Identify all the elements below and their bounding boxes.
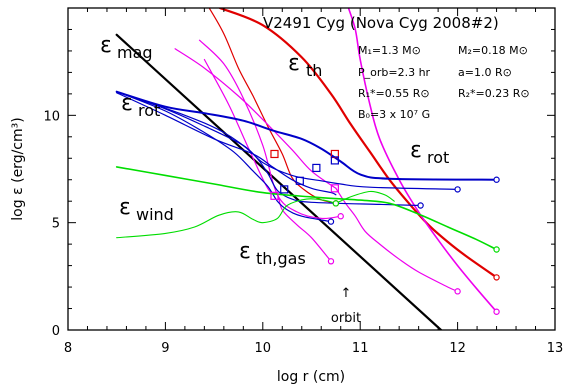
parameter-block: M₁=1.3 M⊙ M₂=0.18 M⊙ P_orb=2.3 hr a=1.0 … <box>358 44 530 121</box>
x-tick-label: 12 <box>449 341 466 356</box>
endpoint-marker <box>327 258 335 265</box>
label-eps-th-gas-main: ε <box>239 239 251 264</box>
series-line-th-1 <box>218 8 498 279</box>
label-eps-mag-sub: mag <box>117 43 153 62</box>
chart-title: V2491 Cyg (Nova Cyg 2008#2) <box>263 14 499 32</box>
x-tick-label: 8 <box>64 341 72 356</box>
plot-frame <box>67 7 556 331</box>
endpoint-marker <box>493 308 500 315</box>
label-eps-th: ε th <box>288 51 322 80</box>
series-line-rot-3 <box>116 91 422 207</box>
series-line-thgas-2 <box>174 48 337 189</box>
param-m1: M₁=1.3 M⊙ <box>358 44 421 57</box>
y-axis-title: log ε (erg/cm³) <box>10 117 26 220</box>
series-line-wind-2 <box>116 198 337 239</box>
orbit-annotation: ↑ orbit <box>331 286 361 326</box>
param-r1: R₁*=0.55 R⊙ <box>358 87 430 100</box>
tick-layer: 8 9 10 11 12 13 0 5 10 <box>43 8 563 356</box>
label-eps-th-main: ε <box>288 51 300 76</box>
orbit-label: orbit <box>331 311 361 326</box>
label-eps-th-gas: ε th,gas <box>239 239 306 268</box>
label-eps-mag: ε mag <box>100 33 153 62</box>
label-eps-th-sub: th <box>306 61 322 80</box>
series-line-thgas-3 <box>335 187 459 292</box>
series-line-rot-1 <box>115 90 498 181</box>
series-line-wind-3 <box>335 190 395 204</box>
endpoint-marker <box>327 218 335 225</box>
series-layer <box>115 8 498 330</box>
label-eps-wind: ε wind <box>119 195 174 224</box>
x-tick-label: 9 <box>161 341 169 356</box>
x-tick-label: 10 <box>255 341 272 356</box>
series-line-rot-4 <box>116 91 332 223</box>
label-eps-rot-left-sub: rot <box>138 101 160 120</box>
label-eps-wind-sub: wind <box>136 205 174 224</box>
label-eps-rot-right: ε rot <box>410 138 449 167</box>
label-eps-rot-right-main: ε <box>410 138 422 163</box>
y-tick-label: 5 <box>52 217 60 232</box>
param-r2: R₂*=0.23 R⊙ <box>458 87 530 100</box>
square-marker <box>330 156 339 165</box>
label-eps-rot-right-sub: rot <box>427 148 449 167</box>
square-marker <box>312 163 321 173</box>
label-eps-wind-main: ε <box>119 195 131 220</box>
endpoint-marker <box>337 213 344 220</box>
label-eps-mag-main: ε <box>100 33 112 58</box>
marker-layer <box>270 149 500 315</box>
endpoint-marker <box>417 202 424 209</box>
x-tick-label: 13 <box>547 341 564 356</box>
y-tick-label: 0 <box>52 324 60 339</box>
series-line-rot-5 <box>116 92 337 196</box>
endpoint-marker <box>454 186 461 193</box>
series-line-th-2 <box>208 8 337 204</box>
series-line-wind-1 <box>115 166 498 251</box>
label-eps-rot-left: ε rot <box>121 91 160 120</box>
series-line-thgas-4 <box>198 39 342 220</box>
param-m2: M₂=0.18 M⊙ <box>458 44 528 57</box>
endpoint-marker <box>493 274 500 281</box>
endpoint-marker <box>332 200 340 207</box>
square-marker <box>270 191 279 200</box>
endpoint-marker <box>493 176 500 183</box>
label-eps-rot-left-main: ε <box>121 91 133 116</box>
endpoint-marker <box>493 246 500 253</box>
series-line-rot-2 <box>116 91 459 190</box>
label-eps-th-gas-sub: th,gas <box>256 249 306 268</box>
param-b0: B₀=3 x 10⁷ G <box>358 108 430 121</box>
y-tick-label: 10 <box>43 109 60 124</box>
x-tick-label: 11 <box>352 341 369 356</box>
orbit-arrow: ↑ <box>341 286 352 301</box>
param-porb: P_orb=2.3 hr <box>358 66 431 79</box>
square-marker <box>280 185 289 194</box>
x-axis-title: log r (cm) <box>277 369 345 385</box>
square-marker <box>330 184 339 193</box>
param-a: a=1.0 R⊙ <box>458 66 512 79</box>
endpoint-marker <box>454 288 461 295</box>
series-line-mag <box>115 33 443 330</box>
square-marker <box>270 149 279 159</box>
square-marker <box>295 176 304 185</box>
